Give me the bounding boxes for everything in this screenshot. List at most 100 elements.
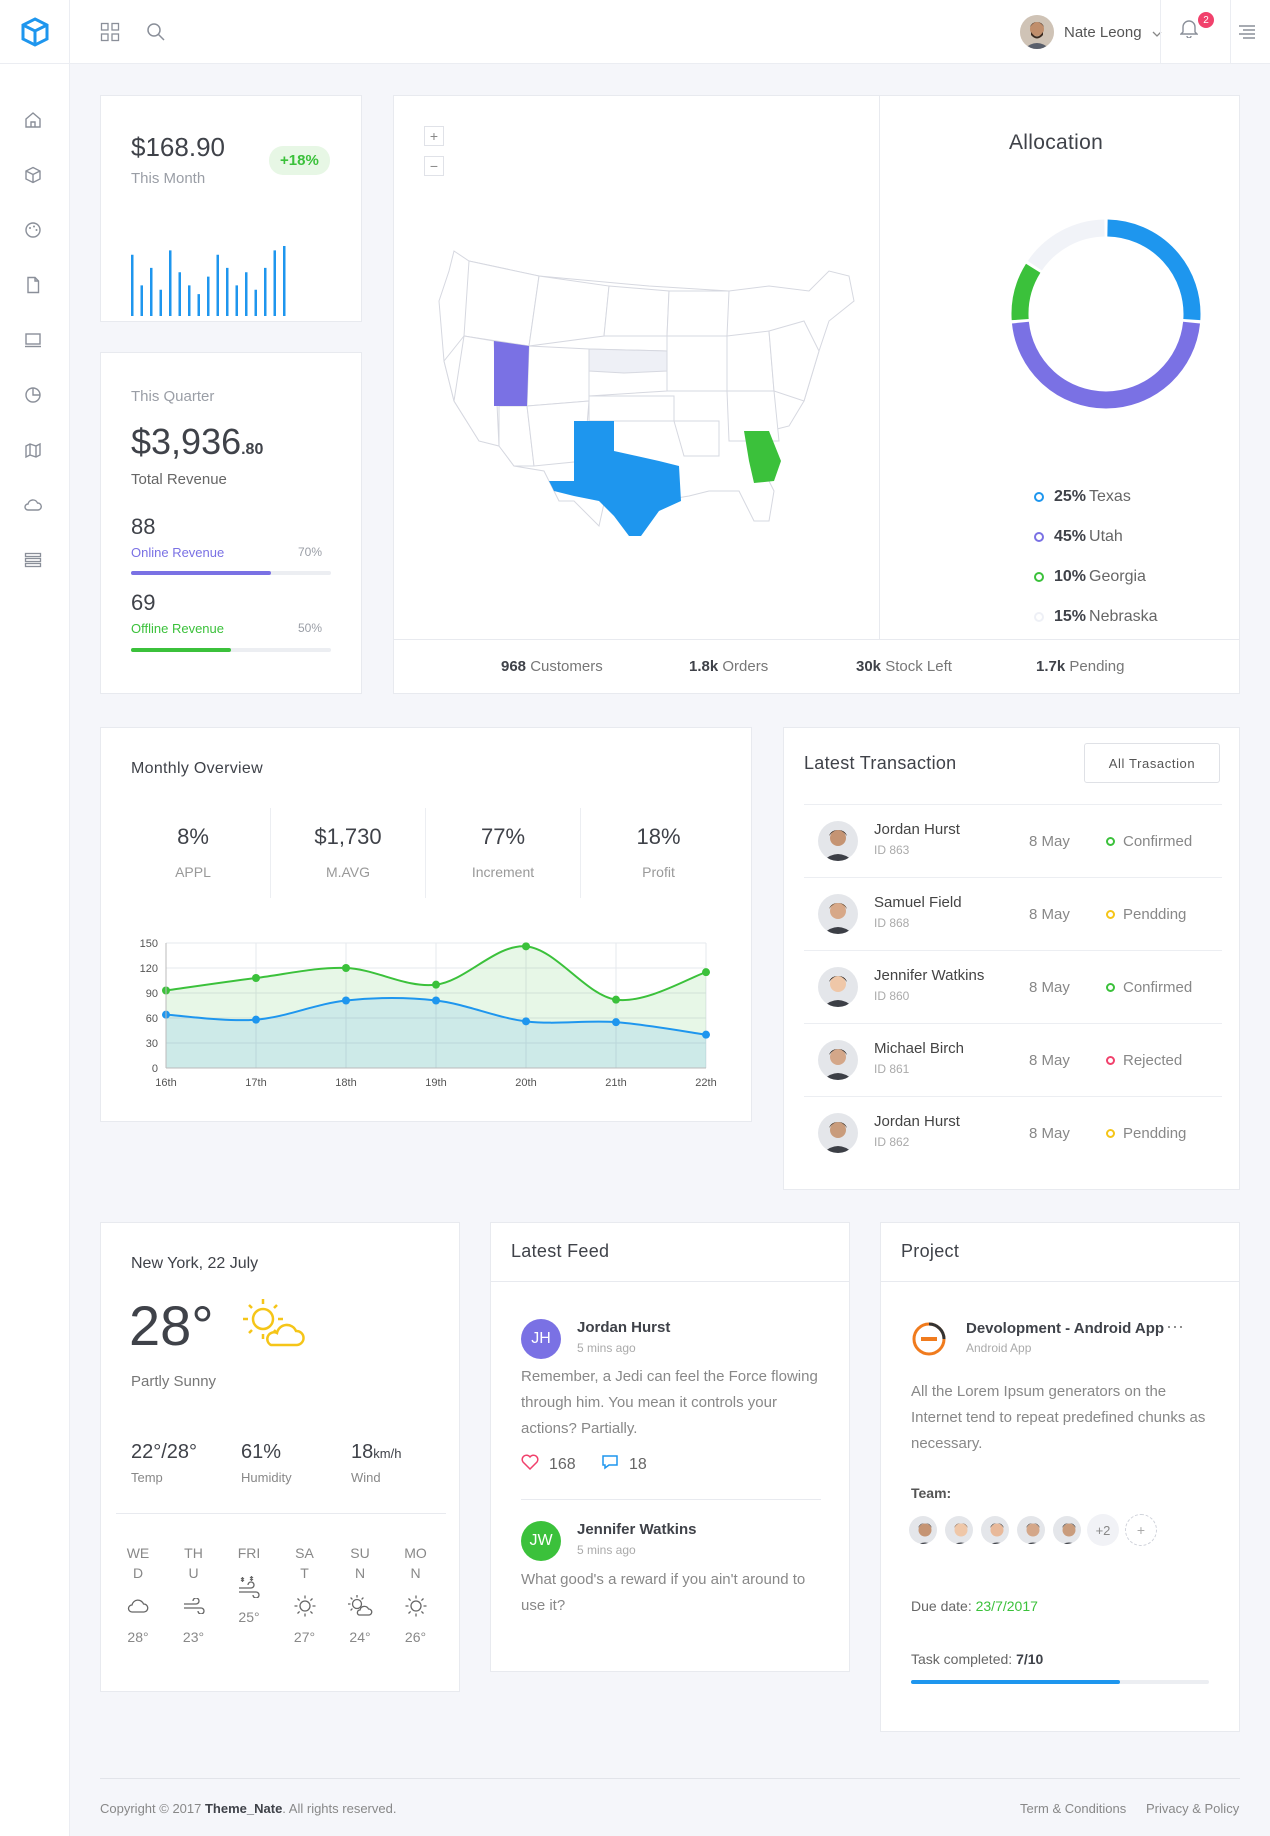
offline-revenue-label: Offline Revenue <box>131 621 224 636</box>
team-label: Team: <box>911 1485 952 1501</box>
avatar[interactable] <box>907 1514 939 1546</box>
usa-map[interactable] <box>409 191 879 641</box>
data-point[interactable] <box>252 974 260 982</box>
table-row[interactable]: Jordan Hurst ID 862 8 May Pendding <box>804 1096 1222 1169</box>
day-temp: 24° <box>349 1629 371 1645</box>
day-label: T <box>300 1565 309 1581</box>
comment-icon <box>601 1454 619 1475</box>
texas-state[interactable] <box>549 421 681 536</box>
legend-name: Nebraska <box>1089 608 1158 625</box>
revenue-period: This Month <box>131 170 206 187</box>
notification-badge: 2 <box>1198 12 1214 28</box>
kpi-mavg: $1,730 M.AVG <box>271 808 426 898</box>
avatar[interactable] <box>1051 1514 1083 1546</box>
footer: Copyright © 2017 Theme_Nate. All rights … <box>100 1778 1240 1816</box>
zoom-out-button[interactable]: − <box>424 156 444 176</box>
data-point[interactable] <box>702 968 710 977</box>
user-menu[interactable]: Nate Leong <box>1020 14 1162 50</box>
project-name[interactable]: Devolopment - Android App <box>966 1320 1165 1337</box>
status-text: Rejected <box>1123 1052 1183 1069</box>
data-point[interactable] <box>522 942 530 951</box>
status-text: Pendding <box>1123 906 1187 923</box>
offline-progress <box>131 648 331 652</box>
stat-label: Orders <box>722 658 769 675</box>
feed-avatar[interactable]: JH <box>521 1319 561 1359</box>
add-member-button[interactable]: + <box>1125 1514 1157 1546</box>
feed-time: 5 mins ago <box>577 1543 636 1557</box>
all-transaction-button[interactable]: All Trasaction <box>1084 743 1220 783</box>
avatar <box>818 1113 858 1153</box>
quarter-label: This Quarter <box>131 388 215 405</box>
change-badge: +18% <box>269 146 330 175</box>
team-more-badge[interactable]: +2 <box>1087 1514 1119 1546</box>
weather-wind: 18km/h Wind <box>351 1441 401 1485</box>
utah-state[interactable] <box>494 341 529 406</box>
project-sub: Android App <box>966 1341 1032 1355</box>
kpi-label: APPL <box>175 864 211 880</box>
table-row[interactable]: Samuel Field ID 868 8 May Pendding <box>804 877 1222 950</box>
more-options-icon[interactable]: ⋯ <box>1166 1317 1185 1337</box>
data-point[interactable] <box>432 996 440 1005</box>
data-point[interactable] <box>612 995 620 1004</box>
data-point[interactable] <box>342 996 350 1005</box>
tx-name: Samuel Field <box>874 894 962 911</box>
tx-date: 8 May <box>1029 906 1070 923</box>
table-row[interactable]: Jordan Hurst ID 863 8 May Confirmed <box>804 804 1222 877</box>
like-button[interactable]: 168 <box>521 1454 576 1475</box>
privacy-link[interactable]: Privacy & Policy <box>1146 1801 1240 1816</box>
list-icon[interactable] <box>22 549 44 571</box>
document-icon[interactable] <box>22 274 44 296</box>
data-point[interactable] <box>522 1017 530 1026</box>
search-icon[interactable] <box>144 20 168 44</box>
palette-icon[interactable] <box>22 219 44 241</box>
data-point[interactable] <box>252 1015 260 1024</box>
table-row[interactable]: Jennifer Watkins ID 860 8 May Confirmed <box>804 950 1222 1023</box>
tx-name: Jordan Hurst <box>874 821 960 838</box>
sparkline-bar <box>273 250 276 316</box>
donut-segment[interactable] <box>1011 263 1041 321</box>
weather-condition: Partly Sunny <box>131 1373 217 1390</box>
weather-card: New York, 22 July 28° Partly Sunny 22°/2… <box>100 1222 460 1692</box>
nebraska-state[interactable] <box>588 348 668 374</box>
donut-segment[interactable] <box>1107 219 1201 321</box>
status-badge: Rejected <box>1106 1052 1182 1069</box>
data-point[interactable] <box>702 1030 710 1039</box>
laptop-icon[interactable] <box>22 329 44 351</box>
sparkline-bar <box>169 250 172 316</box>
forecast-day: TH U 23° <box>174 1543 214 1645</box>
brand-link[interactable]: Theme_Nate <box>204 1801 283 1816</box>
feed-author[interactable]: Jordan Hurst <box>577 1319 671 1336</box>
avatar[interactable] <box>1015 1514 1047 1546</box>
zoom-in-button[interactable]: + <box>424 126 444 146</box>
total-revenue-label: Total Revenue <box>131 471 227 488</box>
map-icon[interactable] <box>22 439 44 461</box>
legend-text: 10% Georgia <box>1054 568 1146 586</box>
donut-segment[interactable] <box>1027 219 1105 271</box>
notifications-button[interactable]: 2 <box>1179 12 1214 44</box>
data-point[interactable] <box>342 964 350 972</box>
brand-logo[interactable] <box>0 0 70 64</box>
georgia-state[interactable] <box>744 431 781 483</box>
pie-chart-icon[interactable] <box>22 384 44 406</box>
x-tick-label: 22th <box>695 1077 716 1089</box>
copyright: Copyright © 2017 Theme_Nate. All rights … <box>100 1801 396 1816</box>
menu-icon[interactable] <box>1235 20 1259 44</box>
table-row[interactable]: Michael Birch ID 861 8 May Rejected <box>804 1023 1222 1096</box>
feed-author[interactable]: Jennifer Watkins <box>577 1521 697 1538</box>
avatar[interactable] <box>943 1514 975 1546</box>
quarter-revenue-card: This Quarter $3,936.80 Total Revenue 88 … <box>100 352 362 694</box>
comment-button[interactable]: 18 <box>601 1454 647 1475</box>
data-point[interactable] <box>432 980 440 989</box>
cube-icon[interactable] <box>22 164 44 186</box>
feed-avatar[interactable]: JW <box>521 1521 561 1561</box>
sun-icon <box>285 1591 325 1621</box>
cloud-icon[interactable] <box>22 494 44 516</box>
offline-progress-fill <box>131 648 231 652</box>
donut-segment[interactable] <box>1011 321 1201 409</box>
kpi-label: Profit <box>642 864 675 880</box>
apps-grid-icon[interactable] <box>98 20 122 44</box>
avatar[interactable] <box>979 1514 1011 1546</box>
terms-link[interactable]: Term & Conditions <box>1020 1801 1127 1816</box>
data-point[interactable] <box>612 1018 620 1027</box>
home-icon[interactable] <box>22 109 44 131</box>
